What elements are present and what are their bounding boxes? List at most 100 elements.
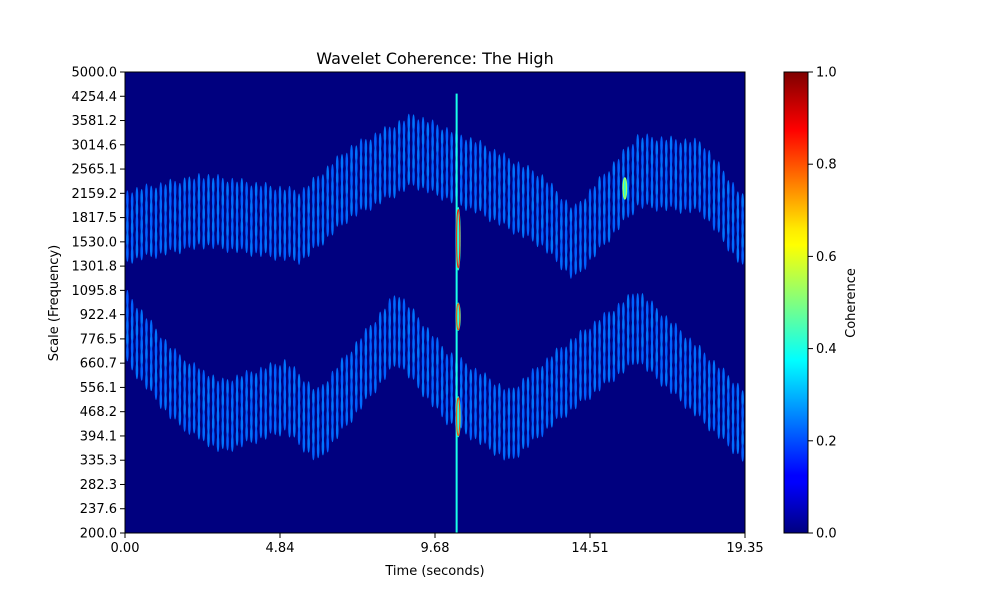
coherence-cell (283, 229, 287, 248)
coherence-cell (707, 359, 711, 378)
x-tick-label: 14.51 (571, 541, 608, 556)
coherence-cell (588, 382, 592, 401)
coherence-cell (598, 176, 601, 195)
coherence-cell (622, 315, 625, 334)
coherence-cell (588, 188, 592, 207)
coherence-cell (598, 333, 601, 352)
coherence-cell (293, 406, 296, 425)
coherence-cell (216, 214, 220, 233)
y-tick-label: 237.6 (80, 502, 117, 517)
coherence-cell (626, 199, 630, 218)
coherence-cell (245, 369, 248, 388)
coherence-cell (254, 208, 258, 227)
coherence-cell (498, 409, 501, 428)
coherence-cell (541, 365, 544, 384)
coherence-cell (493, 202, 496, 221)
coherence-cell (655, 321, 659, 340)
coherence-cell (459, 161, 463, 180)
coherence-cell (140, 309, 143, 328)
coherence-cell (149, 238, 153, 257)
coherence-cell (521, 417, 525, 436)
coherence-cell (669, 349, 673, 368)
coherence-cell (259, 239, 263, 258)
coherence-cell (235, 414, 239, 433)
coherence-cell (188, 376, 191, 395)
y-tick-label: 5000.0 (72, 66, 118, 81)
coherence-cell (188, 363, 191, 382)
coherence-cell (297, 193, 301, 212)
coherence-cell (421, 130, 425, 149)
coherence-cell (707, 190, 711, 209)
coherence-cell (202, 409, 205, 428)
coherence-cell (574, 337, 577, 356)
coherence-cell (207, 173, 210, 192)
coherence-cell (641, 164, 644, 183)
coherence-cell (736, 244, 740, 263)
coherence-cell (426, 175, 430, 194)
coherence-hotspot (456, 397, 461, 437)
coherence-cell (459, 147, 463, 166)
coherence-cell (154, 341, 158, 360)
coherence-cell (402, 325, 406, 344)
coherence-cell (393, 348, 396, 367)
coherence-cell (211, 217, 215, 236)
coherence-cell (464, 139, 468, 158)
coherence-cell (488, 150, 492, 169)
coherence-cell (159, 208, 163, 227)
coherence-cell (316, 413, 320, 432)
coherence-cell (560, 360, 563, 379)
coherence-cell (188, 176, 191, 195)
coherence-cell (502, 152, 506, 171)
coherence-cell (159, 390, 163, 409)
coherence-cell (593, 226, 597, 245)
coherence-cell (359, 138, 363, 157)
coherence-cell (564, 359, 568, 378)
coherence-cell (402, 134, 406, 153)
coherence-cell (140, 188, 143, 207)
coherence-cell (512, 176, 515, 195)
coherence-cell (674, 179, 678, 198)
coherence-cell (250, 424, 253, 443)
coherence-cell (674, 349, 678, 368)
coherence-cell (188, 189, 191, 208)
coherence-cell (588, 201, 592, 220)
coherence-cell (665, 368, 668, 387)
coherence-cell (636, 160, 639, 179)
coherence-cell (235, 195, 239, 214)
coherence-cell (192, 388, 196, 407)
coherence-cell (736, 396, 740, 415)
coherence-cell (359, 364, 363, 383)
coherence-cell (717, 187, 721, 206)
coherence-cell (164, 237, 167, 256)
coherence-cell (445, 167, 449, 186)
coherence-cell (679, 142, 682, 161)
coherence-cell (545, 195, 549, 214)
coherence-cell (183, 230, 186, 249)
coherence-cell (264, 394, 267, 413)
coherence-cell (469, 395, 473, 414)
coherence-cell (350, 171, 353, 190)
coherence-cell (250, 398, 253, 417)
coherence-cell (574, 377, 577, 396)
coherence-cell (312, 388, 315, 407)
x-axis-ticks: 0.00 4.84 9.68 14.51 19.35 (111, 533, 764, 556)
coherence-cell (431, 389, 434, 408)
coherence-hotspot (622, 177, 627, 200)
coherence-cell (612, 324, 616, 343)
coherence-cell (221, 404, 225, 423)
coherence-cell (564, 346, 568, 365)
coherence-cell (378, 311, 382, 330)
coherence-cell (340, 154, 344, 173)
coherence-cell (297, 400, 301, 419)
coherence-cell (388, 153, 391, 172)
coherence-cell (312, 428, 315, 447)
coherence-cell (655, 334, 659, 353)
coherence-cell (293, 229, 296, 248)
coherence-cell (202, 396, 205, 415)
coherence-cell (235, 208, 239, 227)
coherence-cell (135, 361, 139, 380)
coherence-cell (159, 182, 163, 201)
coherence-cell (335, 407, 339, 426)
coherence-cell (574, 391, 577, 410)
coherence-cell (145, 371, 148, 390)
